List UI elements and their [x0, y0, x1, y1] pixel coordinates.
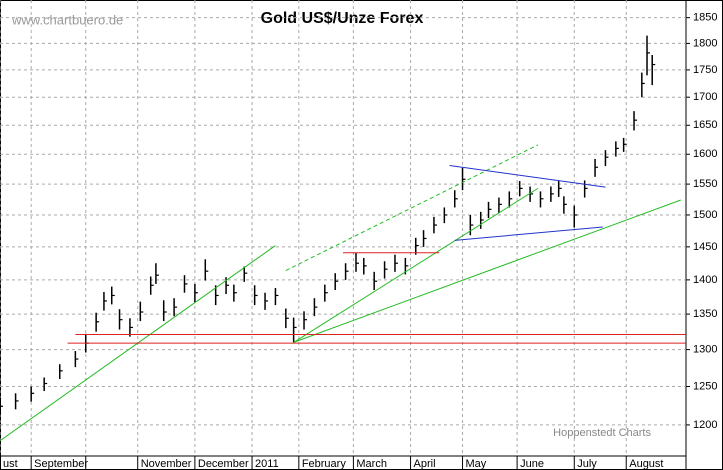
x-tick-label: June	[520, 458, 544, 470]
x-tick-label: ust	[3, 458, 18, 470]
x-tick-label: July	[577, 458, 597, 470]
y-tick-label: 1450	[693, 241, 717, 253]
y-tick-label: 1200	[693, 419, 717, 431]
x-tick-label: November	[141, 458, 192, 470]
trend-line	[449, 164, 606, 188]
y-tick-label: 1600	[693, 148, 717, 160]
source: Hoppenstedt Charts	[553, 427, 651, 439]
x-tick-label: 2011	[255, 458, 279, 470]
x-tick-label: December	[198, 458, 249, 470]
x-tick-label: February	[302, 458, 347, 470]
y-tick-label: 1350	[693, 308, 717, 320]
y-tick-label: 1750	[693, 64, 717, 76]
trend-line	[293, 199, 681, 343]
y-tick-label: 1500	[693, 209, 717, 221]
y-tick-label: 1300	[693, 344, 717, 356]
trend-line	[293, 187, 539, 343]
x-tick-label: March	[356, 458, 387, 470]
y-tick-label: 1400	[693, 274, 717, 286]
x-tick-label: September	[34, 458, 88, 470]
y-tick-label: 1850	[693, 12, 717, 24]
y-tick-label: 1800	[693, 37, 717, 49]
y-tick-label: 1550	[693, 178, 717, 190]
y-tick-label: 1250	[693, 380, 717, 392]
y-tick-label: 1700	[693, 91, 717, 103]
y-tick-label: 1650	[693, 119, 717, 131]
x-tick-label: May	[466, 458, 487, 470]
trend-line	[285, 144, 539, 271]
x-tick-label: April	[414, 458, 436, 470]
x-tick-label: August	[629, 458, 663, 470]
watermark: www.chartbuero.de	[11, 12, 123, 27]
chart-title: Gold US$/Unze Forex	[261, 10, 424, 27]
trend-line	[454, 226, 603, 241]
